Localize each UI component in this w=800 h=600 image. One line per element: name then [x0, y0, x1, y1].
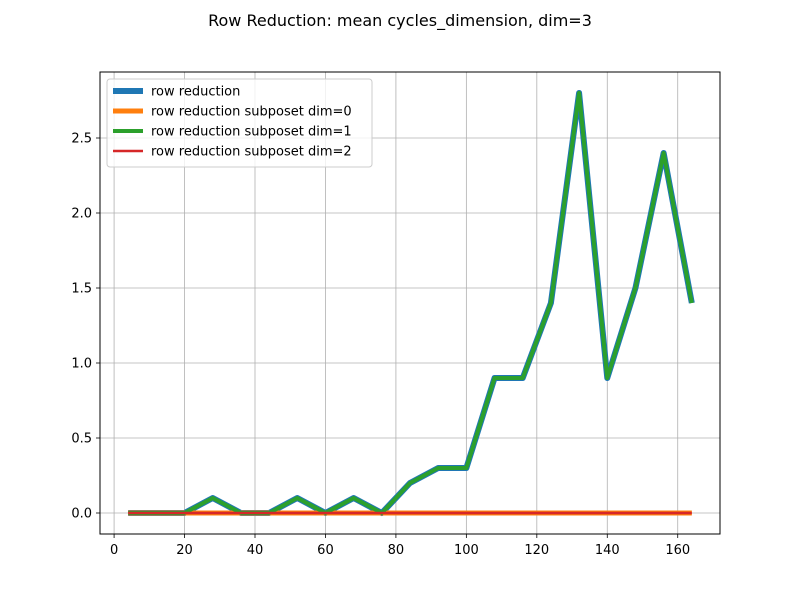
y-tick-label: 0.5: [71, 432, 92, 447]
legend-box: [106, 78, 373, 168]
legend-label: row reduction subposet dim=1: [151, 125, 352, 140]
series-line-3: [128, 91, 694, 515]
legend-label: row reduction subposet dim=2: [151, 145, 352, 160]
chart-title: Row Reduction: mean cycles_dimension, di…: [208, 11, 592, 31]
grid: [100, 72, 720, 534]
x-tick-label: 80: [388, 543, 405, 558]
x-tick-label: 100: [454, 543, 479, 558]
legend: row reduction row reduction subposet dim=…: [106, 78, 373, 168]
x-tick-label: 160: [665, 543, 690, 558]
x-tick-label: 120: [524, 543, 549, 558]
x-tick-label: 60: [317, 543, 334, 558]
x-tick-label: 0: [110, 543, 118, 558]
y-tick-label: 0.0: [71, 507, 92, 522]
y-tick-label: 2.5: [71, 132, 92, 147]
y-tick-label: 1.5: [71, 282, 92, 297]
plot-series: [128, 90, 695, 516]
x-tick-label: 140: [595, 543, 620, 558]
legend-label: row reduction: [151, 85, 240, 100]
y-tick-label: 1.0: [71, 357, 92, 372]
x-tick-label: 40: [247, 543, 264, 558]
x-tick-label: 20: [176, 543, 193, 558]
legend-label: row reduction subposet dim=0: [151, 105, 352, 120]
axis-ticks: 0 20 40 60 80 100 120 140 160 0.0 0.5 1.0 1.5 2.0 2.5: [71, 132, 690, 559]
y-tick-label: 2.0: [71, 207, 92, 222]
axes-frame: [99, 71, 721, 535]
